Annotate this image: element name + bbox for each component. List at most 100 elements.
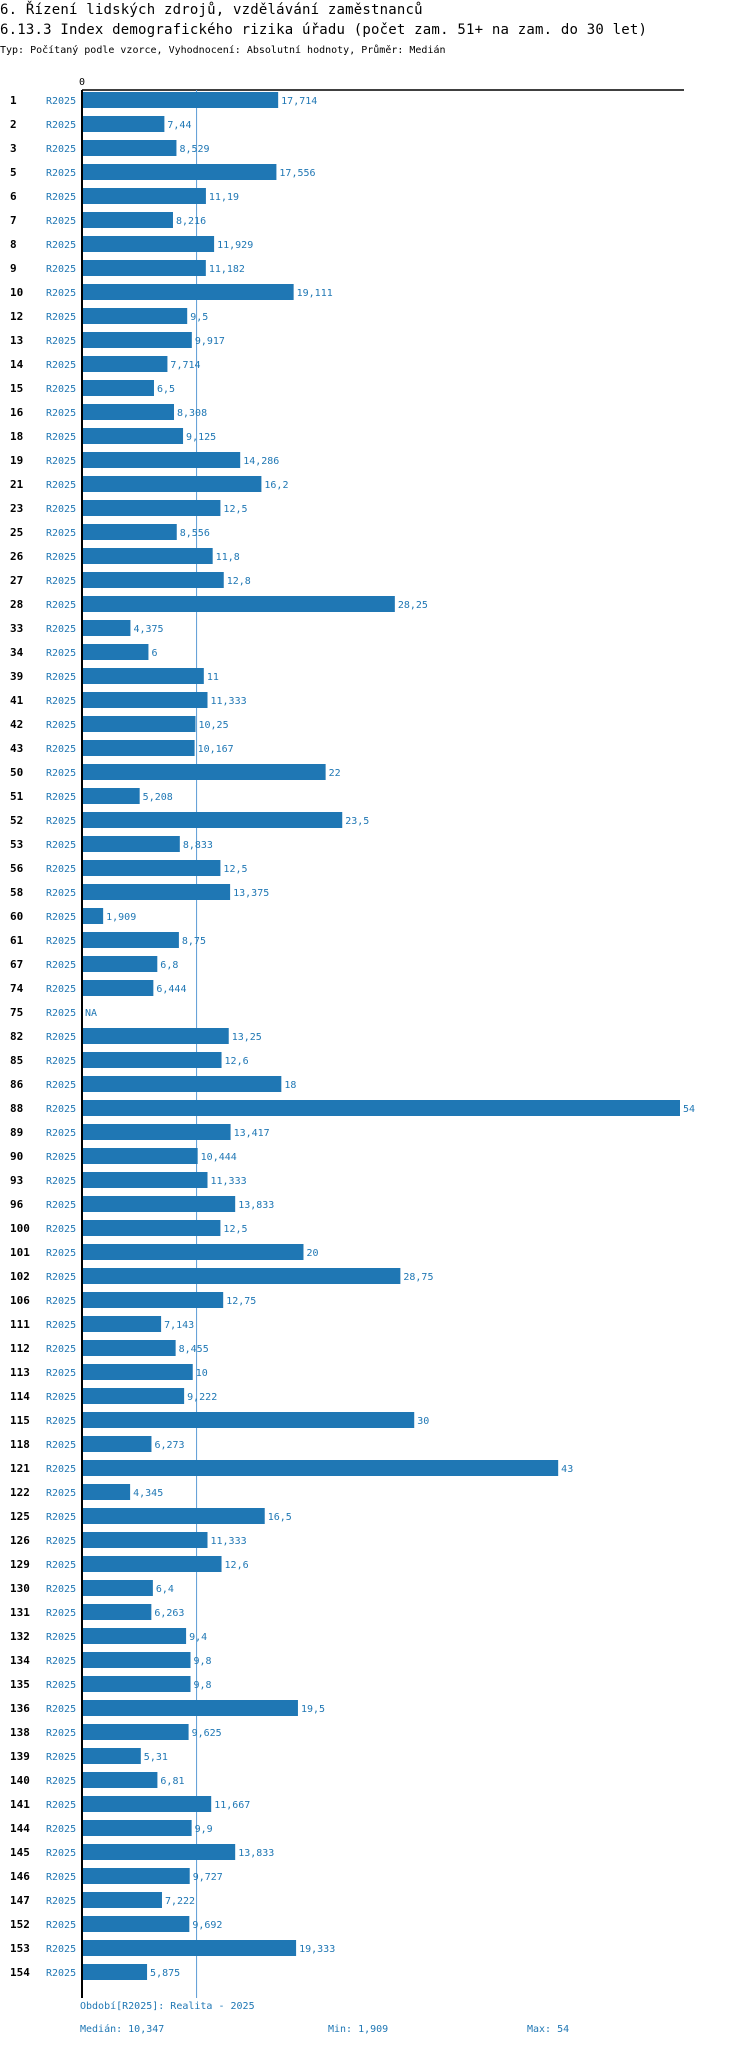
value-label: 8,556 [180, 528, 210, 539]
value-label: 11,333 [211, 696, 247, 707]
series-label: R2025 [46, 96, 76, 107]
bar [82, 1052, 222, 1068]
bar [82, 572, 224, 588]
bar [82, 1460, 559, 1476]
value-label: 5,208 [143, 792, 173, 803]
bar [82, 884, 231, 900]
category-label: 154 [10, 1966, 30, 1979]
value-label: 13,833 [238, 1848, 274, 1859]
series-label: R2025 [46, 1752, 76, 1763]
series-label: R2025 [46, 1800, 76, 1811]
category-label: 136 [10, 1702, 30, 1715]
category-label: 13 [10, 334, 23, 347]
bar [82, 1748, 141, 1764]
value-label: 8,529 [179, 144, 209, 155]
value-label: 11,8 [216, 552, 240, 563]
category-label: 100 [10, 1222, 30, 1235]
bar [82, 1652, 191, 1668]
series-label: R2025 [46, 264, 76, 275]
bar [82, 956, 158, 972]
series-label: R2025 [46, 816, 76, 827]
bar [82, 1820, 192, 1836]
category-label: 96 [10, 1198, 24, 1211]
series-label: R2025 [46, 1776, 76, 1787]
value-label: 6,8 [160, 960, 178, 971]
category-label: 42 [10, 718, 23, 731]
series-label: R2025 [46, 1632, 76, 1643]
category-label: 9 [10, 262, 17, 275]
category-label: 141 [10, 1798, 30, 1811]
value-label: 14,286 [243, 456, 279, 467]
category-label: 6 [10, 190, 17, 203]
category-label: 12 [10, 310, 23, 323]
series-label: R2025 [46, 1536, 76, 1547]
bar [82, 476, 262, 492]
value-label: 7,44 [167, 120, 191, 131]
bar [82, 1412, 415, 1428]
series-label: R2025 [46, 360, 76, 371]
bar [82, 1244, 304, 1260]
category-label: 90 [10, 1150, 23, 1163]
value-label: 28,25 [398, 600, 428, 611]
bar [82, 1556, 222, 1572]
bar [82, 1796, 212, 1812]
series-label: R2025 [46, 1608, 76, 1619]
value-label: 19,111 [297, 288, 333, 299]
category-label: 134 [10, 1654, 30, 1667]
bar [82, 812, 343, 828]
footer-max: Max: 54 [527, 2024, 570, 2035]
value-label: 18 [284, 1080, 296, 1091]
bar [82, 1124, 231, 1140]
value-label: 17,714 [281, 96, 317, 107]
bar [82, 1604, 152, 1620]
category-label: 146 [10, 1870, 30, 1883]
bar [82, 1484, 131, 1500]
series-label: R2025 [46, 936, 76, 947]
bar [82, 1196, 236, 1212]
value-label: 9,8 [194, 1656, 212, 1667]
series-label: R2025 [46, 648, 76, 659]
series-label: R2025 [46, 696, 76, 707]
bar [82, 692, 208, 708]
value-label: 13,375 [233, 888, 269, 899]
bar [82, 548, 213, 564]
value-label: 12,6 [225, 1056, 249, 1067]
category-label: 147 [10, 1894, 30, 1907]
category-label: 106 [10, 1294, 30, 1307]
series-label: R2025 [46, 720, 76, 731]
series-label: R2025 [46, 864, 76, 875]
category-label: 153 [10, 1942, 30, 1955]
section-title: 6. Řízení lidských zdrojů, vzdělávání za… [0, 2, 423, 18]
value-label: 19,333 [299, 1944, 335, 1955]
bar [82, 1676, 191, 1692]
category-label: 135 [10, 1678, 30, 1691]
value-label: 11,667 [214, 1800, 250, 1811]
category-label: 16 [10, 406, 24, 419]
value-label: 6,5 [157, 384, 175, 395]
bar [82, 500, 221, 516]
bar [82, 1340, 176, 1356]
bar [82, 908, 104, 924]
series-label: R2025 [46, 336, 76, 347]
value-label: 10,25 [199, 720, 229, 731]
value-label: NA [85, 1008, 97, 1019]
category-label: 122 [10, 1486, 30, 1499]
bar [82, 1388, 185, 1404]
bar [82, 1700, 298, 1716]
series-label: R2025 [46, 744, 76, 755]
category-label: 43 [10, 742, 23, 755]
category-label: 53 [10, 838, 23, 851]
series-label: R2025 [46, 1488, 76, 1499]
bar [82, 452, 241, 468]
bar [82, 1724, 189, 1740]
value-label: 12,75 [226, 1296, 256, 1307]
value-label: 54 [683, 1104, 695, 1115]
series-label: R2025 [46, 1680, 76, 1691]
series-label: R2025 [46, 1560, 76, 1571]
value-label: 4,375 [133, 624, 163, 635]
category-label: 101 [10, 1246, 30, 1259]
bar [82, 188, 206, 204]
bar [82, 1292, 224, 1308]
series-label: R2025 [46, 576, 76, 587]
category-label: 28 [10, 598, 23, 611]
